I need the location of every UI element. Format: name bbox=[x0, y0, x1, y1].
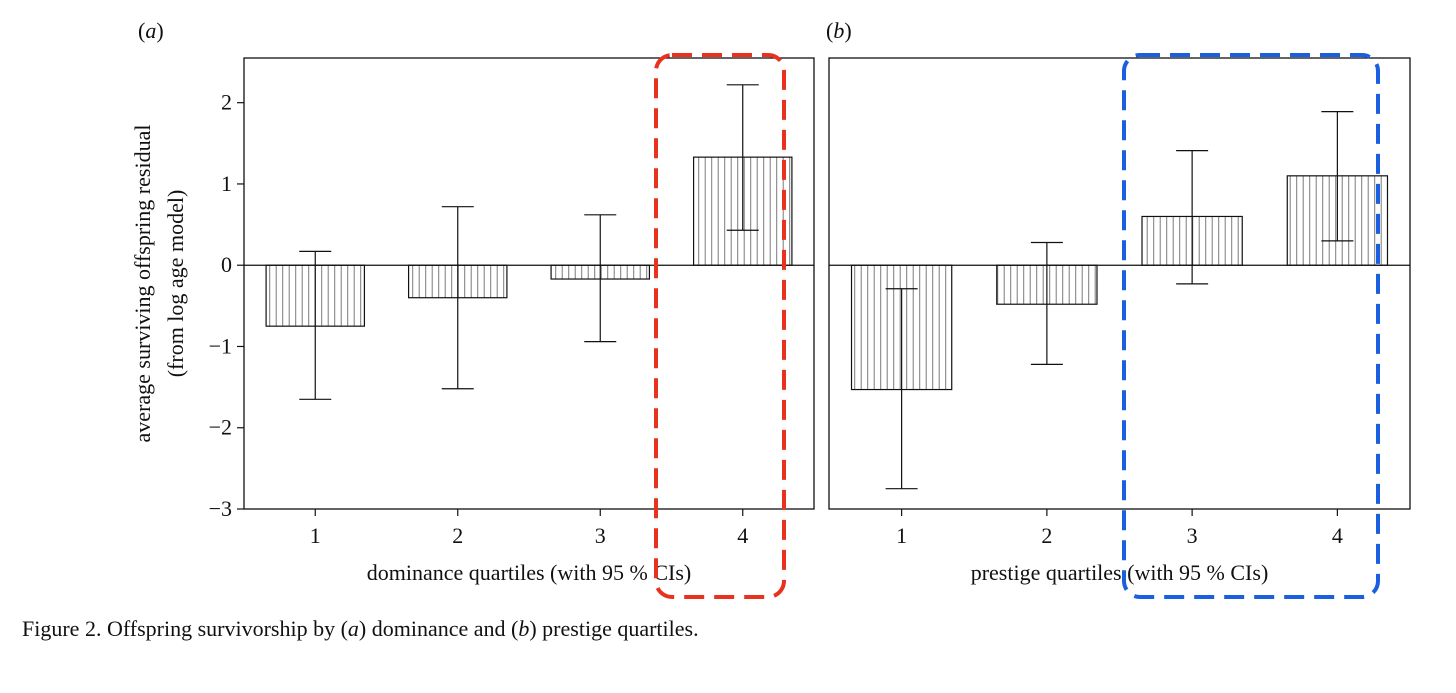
caption-mid: ) dominance and ( bbox=[358, 616, 519, 641]
panel-label: (b) bbox=[826, 18, 852, 43]
x-tick-label: 3 bbox=[1187, 523, 1198, 548]
caption-suffix: ) prestige quartiles. bbox=[529, 616, 699, 641]
y-axis-label: (from log age model) bbox=[163, 190, 188, 378]
y-tick-label: 1 bbox=[221, 171, 232, 196]
y-tick-label: −1 bbox=[209, 333, 232, 358]
highlight-box bbox=[1122, 53, 1380, 599]
panel-a: (a) −3 −2 −1 0 1 2 average surviving offspring … bbox=[130, 18, 815, 599]
panel-label: (a) bbox=[138, 18, 164, 43]
y-tick-label: 2 bbox=[221, 90, 232, 115]
plot-frame bbox=[243, 57, 815, 510]
x-tick-label: 3 bbox=[595, 523, 606, 548]
x-tick-label: 2 bbox=[452, 523, 463, 548]
x-tick-label: 2 bbox=[1041, 523, 1052, 548]
x-axis-label: dominance quartiles (with 95 % CIs) bbox=[367, 560, 691, 585]
x-tick-label: 1 bbox=[896, 523, 907, 548]
x-tick-label: 1 bbox=[310, 523, 321, 548]
panel-b: (b) 1 2 3 4 prestige quartiles (with 95 % CIs… bbox=[826, 18, 1411, 599]
y-tick-label: −2 bbox=[209, 415, 232, 440]
caption-panel-a: a bbox=[347, 616, 359, 641]
figure-caption: Figure 2. Offspring survivorship by (a) … bbox=[22, 616, 699, 642]
highlight-box bbox=[654, 53, 786, 599]
y-axis-label: average surviving offspring residual bbox=[130, 125, 155, 443]
x-axis-label: prestige quartiles (with 95 % CIs) bbox=[971, 560, 1269, 585]
x-tick-label: 4 bbox=[737, 523, 748, 548]
y-tick-label: −3 bbox=[209, 496, 232, 521]
x-tick-label: 4 bbox=[1332, 523, 1343, 548]
y-tick-label: 0 bbox=[221, 252, 232, 277]
plot-frame bbox=[828, 57, 1411, 510]
caption-prefix: Figure 2. Offspring survivorship by ( bbox=[22, 616, 348, 641]
caption-panel-b: b bbox=[518, 616, 530, 641]
